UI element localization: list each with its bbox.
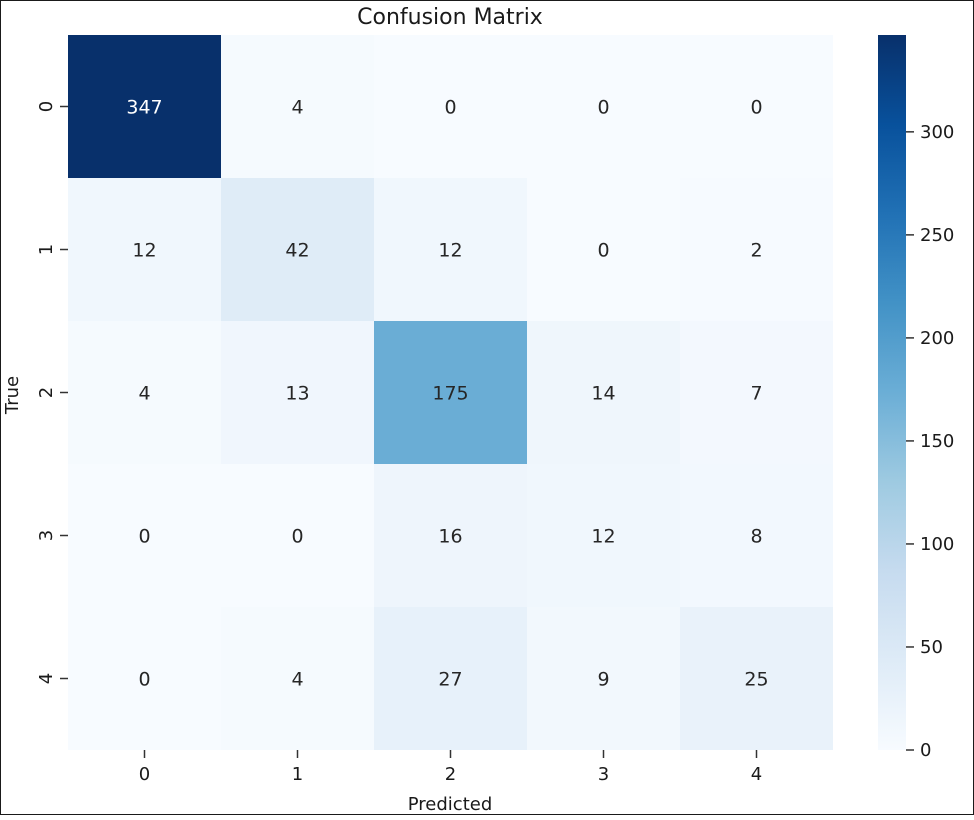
cell-value-label-r2-c2: 175 — [432, 383, 468, 405]
cell-value-label-r3-c2: 16 — [438, 526, 462, 548]
y-axis-label: True — [2, 376, 23, 415]
heatmap-cells: 347 4 0 0 0 12 42 12 0 2 4 13 175 14 7 0 0 16 12 8 0 4 27 9 25 — [68, 35, 833, 750]
x-axis-ticks: 0 1 2 3 4 — [139, 750, 762, 785]
colorbar-ticks: 0 50 100 150 200 250 300 — [906, 122, 954, 761]
cell-value-label-r2-c4: 7 — [750, 383, 762, 405]
cell-value-label-r0-c4: 0 — [750, 97, 762, 119]
y-tick-label-3: 3 — [36, 530, 57, 541]
x-axis-label: Predicted — [408, 794, 493, 815]
heatmap-cell-r0-c1 — [221, 35, 374, 178]
heatmap-cell-r4-c0 — [68, 607, 221, 750]
cell-value-label-r2-c1: 13 — [285, 383, 309, 405]
heatmap-cell-r1-c4 — [680, 178, 833, 321]
x-tick-label-4: 4 — [751, 764, 762, 785]
cell-value-label-r1-c2: 12 — [438, 240, 462, 262]
heatmap-cell-r2-c4 — [680, 321, 833, 464]
cell-value-label-r4-c4: 25 — [744, 669, 768, 691]
colorbar-tick-label-0: 0 — [920, 740, 931, 761]
cell-value-label-r0-c1: 4 — [291, 97, 303, 119]
heatmap-cell-r3-c4 — [680, 464, 833, 607]
cell-value-label-r3-c0: 0 — [138, 526, 150, 548]
heatmap-cell-r3-c0 — [68, 464, 221, 607]
heatmap-cell-r2-c0 — [68, 321, 221, 464]
heatmap-cell-r0-c4 — [680, 35, 833, 178]
cell-value-label-r4-c3: 9 — [597, 669, 609, 691]
heatmap-cell-r4-c3 — [527, 607, 680, 750]
heatmap-cell-r1-c1 — [221, 178, 374, 321]
cell-value-label-r3-c3: 12 — [591, 526, 615, 548]
colorbar-tick-label-6: 300 — [920, 122, 954, 143]
heatmap-cell-r3-c3 — [527, 464, 680, 607]
cell-value-label-r1-c0: 12 — [132, 240, 156, 262]
heatmap-cell-r0-c2 — [374, 35, 527, 178]
colorbar-tick-label-2: 100 — [920, 534, 954, 555]
x-tick-label-2: 2 — [445, 764, 456, 785]
cell-value-label-r1-c3: 0 — [597, 240, 609, 262]
heatmap-cell-r4-c2 — [374, 607, 527, 750]
colorbar-tick-label-4: 200 — [920, 328, 954, 349]
heatmap-cell-r4-c1 — [221, 607, 374, 750]
y-axis-ticks: 0 1 2 3 4 — [36, 101, 68, 684]
cell-value-label-r2-c0: 4 — [138, 383, 150, 405]
heatmap-cell-r4-c4 — [680, 607, 833, 750]
heatmap-cell-r3-c1 — [221, 464, 374, 607]
cell-value-label-r4-c1: 4 — [291, 669, 303, 691]
x-tick-label-0: 0 — [139, 764, 150, 785]
colorbar-tick-label-3: 150 — [920, 431, 954, 452]
chart-title: Confusion Matrix — [357, 5, 543, 30]
cell-value-label-r3-c1: 0 — [291, 526, 303, 548]
colorbar — [878, 35, 906, 750]
heatmap-cell-r0-c0 — [68, 35, 221, 178]
cell-value-label-r1-c1: 42 — [285, 240, 309, 262]
heatmap-cell-r1-c0 — [68, 178, 221, 321]
cell-value-label-r1-c4: 2 — [750, 240, 762, 262]
cell-value-label-r0-c0: 347 — [126, 97, 162, 119]
colorbar-tick-label-5: 250 — [920, 225, 954, 246]
heatmap-cell-r2-c2 — [374, 321, 527, 464]
heatmap-cell-r2-c1 — [221, 321, 374, 464]
x-tick-label-3: 3 — [598, 764, 609, 785]
heatmap-cell-r1-c2 — [374, 178, 527, 321]
cell-value-label-r4-c2: 27 — [438, 669, 462, 691]
cell-value-label-r2-c3: 14 — [591, 383, 615, 405]
cell-value-label-r4-c0: 0 — [138, 669, 150, 691]
y-tick-label-2: 2 — [36, 387, 57, 398]
cell-value-label-r0-c2: 0 — [444, 97, 456, 119]
y-tick-label-1: 1 — [36, 244, 57, 255]
cell-value-label-r0-c3: 0 — [597, 97, 609, 119]
cell-value-label-r3-c4: 8 — [750, 526, 762, 548]
y-tick-label-0: 0 — [36, 101, 57, 112]
heatmap-cell-r1-c3 — [527, 178, 680, 321]
x-tick-label-1: 1 — [292, 764, 303, 785]
colorbar-tick-label-1: 50 — [920, 637, 943, 658]
heatmap-cell-r0-c3 — [527, 35, 680, 178]
y-tick-label-4: 4 — [36, 673, 57, 684]
heatmap-cell-r2-c3 — [527, 321, 680, 464]
heatmap-cell-r3-c2 — [374, 464, 527, 607]
